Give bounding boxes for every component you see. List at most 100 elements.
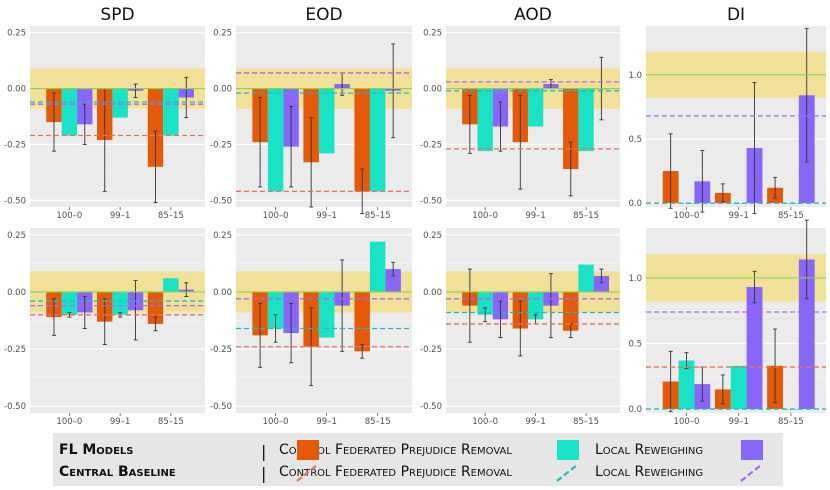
x-tick-label: 99–1 [525,211,545,221]
x-tick-label: 85–15 [778,417,804,427]
x-tick-label: 99–1 [316,417,336,427]
x-tick-label: 85–15 [158,417,184,427]
y-tick-label: -0.25 [210,140,232,150]
bar-fpr-2 [318,88,335,154]
legend-line-fpr-glyph [556,464,578,482]
x-tick-label: 99–1 [316,211,336,221]
legend-swatch-fill [557,440,579,460]
legend-line-control [291,461,323,483]
legend-swatch-fpr-glyph [557,440,579,460]
y-tick-label: 0.00 [423,288,442,298]
bar-control-3 [147,291,164,324]
panel-eod-row2: 0.25 0.00 -0.25 -0.50 100–0 99–1 85–15 [210,228,412,427]
panel-aod-row2: 0.25 0.00 -0.25 -0.50 100–0 99–1 85–15 [420,228,620,427]
y-tick-label: 0.00 [213,288,232,298]
legend-swatch-control [291,439,323,461]
x-tick-label: 85–15 [365,417,391,427]
y-tick-label: -0.25 [4,345,26,355]
x-tick-label: 99–1 [525,417,545,427]
legend-line-stroke [556,464,578,482]
y-tick-label: 0.25 [213,29,232,39]
legend-title-central-baseline: Central Baseline [59,464,176,480]
bar-control-3 [354,88,370,192]
y-tick-label: -0.50 [4,402,26,412]
bar-fpr-3 [369,241,386,292]
y-tick-label: 0.5 [628,135,642,145]
x-tick-label: 100–0 [263,417,289,427]
bar-fpr-1 [267,291,284,329]
x-tick-label: 100–0 [56,417,82,427]
legend-separator: | [261,442,267,461]
bar-lr-3 [593,275,610,292]
y-tick-label: 0.00 [7,85,26,95]
legend-label-fpr: Federated Prejudice Removal [335,442,512,458]
legend-swatch-lr [735,439,767,461]
x-tick-label: 100–0 [674,417,700,427]
panel-eod-row1: 0.25 0.00 -0.25 -0.50 100–0 99–1 85–15 [210,26,412,221]
legend-row-fl-models: FL Models | Control Federated Prejudice … [53,439,783,461]
panel-aod-row1: 0.25 0.00 -0.25 -0.50 100–0 99–1 85–15 [420,26,620,221]
y-tick-label: -0.25 [420,140,442,150]
y-tick-label: 0.25 [423,231,442,241]
panel-spd-row1: 0.25 0.00 -0.25 -0.50 100–0 99–1 85–15 [4,26,205,221]
y-tick-label: -0.50 [4,196,26,206]
y-tick-label: 1.0 [628,71,642,81]
y-tick-label: -0.50 [210,196,232,206]
x-tick-label: 85–15 [573,211,599,221]
y-tick-label: -0.50 [420,196,442,206]
bar-lr-2 [746,287,763,410]
x-tick-label: 85–15 [573,417,599,427]
legend-line-control-glyph [296,464,318,482]
x-tick-label: 100–0 [472,211,498,221]
panel-di-row2: 1.0 0.5 0.0 100–0 99–1 85–15 [628,219,826,427]
legend-swatch-fpr [551,439,583,461]
y-tick-label: 1.0 [628,274,642,284]
x-tick-label: 99–1 [728,211,748,221]
y-tick-label: 0.00 [213,85,232,95]
column-title-spd: SPD [100,5,134,25]
bar-fpr-2 [730,365,747,410]
x-tick-label: 100–0 [263,211,289,221]
legend-title-fl-models: FL Models [59,442,134,458]
y-tick-label: 0.25 [423,29,442,39]
bar-fpr-2 [318,291,335,338]
bar-fpr-2 [527,291,544,320]
legend-swatch-fill [297,440,319,460]
bar-lr-3 [385,269,401,292]
legend-line-stroke [740,464,762,482]
bar-fpr-3 [163,88,179,136]
x-tick-label: 100–0 [674,211,700,221]
y-tick-label: 0.00 [423,85,442,95]
y-tick-label: 0.0 [628,405,642,415]
legend-line-lr-glyph [740,464,762,482]
y-tick-label: 0.25 [213,231,232,241]
column-title-aod: AOD [514,5,552,25]
panel-spd-row2: 0.25 0.00 -0.25 -0.50 100–0 99–1 85–15 [4,228,205,427]
x-tick-label: 99–1 [110,417,130,427]
y-tick-label: -0.25 [210,345,232,355]
legend-line-fpr [551,461,583,483]
column-title-eod: EOD [305,5,342,25]
legend-swatch-fill [741,440,763,460]
legend-swatch-lr-glyph [741,440,763,460]
bar-fpr-1 [477,88,493,152]
y-tick-label: 0.0 [628,199,642,209]
bar-fpr-1 [477,291,493,315]
bar-fpr-3 [163,278,179,292]
legend-label-control: Control [279,464,331,480]
y-tick-label: 0.5 [628,339,642,349]
x-tick-label: 100–0 [56,211,82,221]
y-tick-label: -0.25 [420,345,442,355]
legend-row-central-baseline: Central Baseline | Control Federated Pre… [53,461,783,483]
bar-fpr-3 [578,264,594,292]
bar-fpr-2 [527,88,544,127]
y-tick-label: -0.50 [420,402,442,412]
y-tick-label: -0.25 [4,140,26,150]
x-tick-label: 85–15 [158,211,184,221]
legend-label-lr: Local Reweighing [595,464,704,480]
bar-fpr-1 [267,88,284,192]
bar-lr-3 [798,259,815,410]
legend-line-stroke [296,464,318,482]
x-tick-label: 100–0 [472,417,498,427]
y-tick-label: 0.25 [7,231,26,241]
